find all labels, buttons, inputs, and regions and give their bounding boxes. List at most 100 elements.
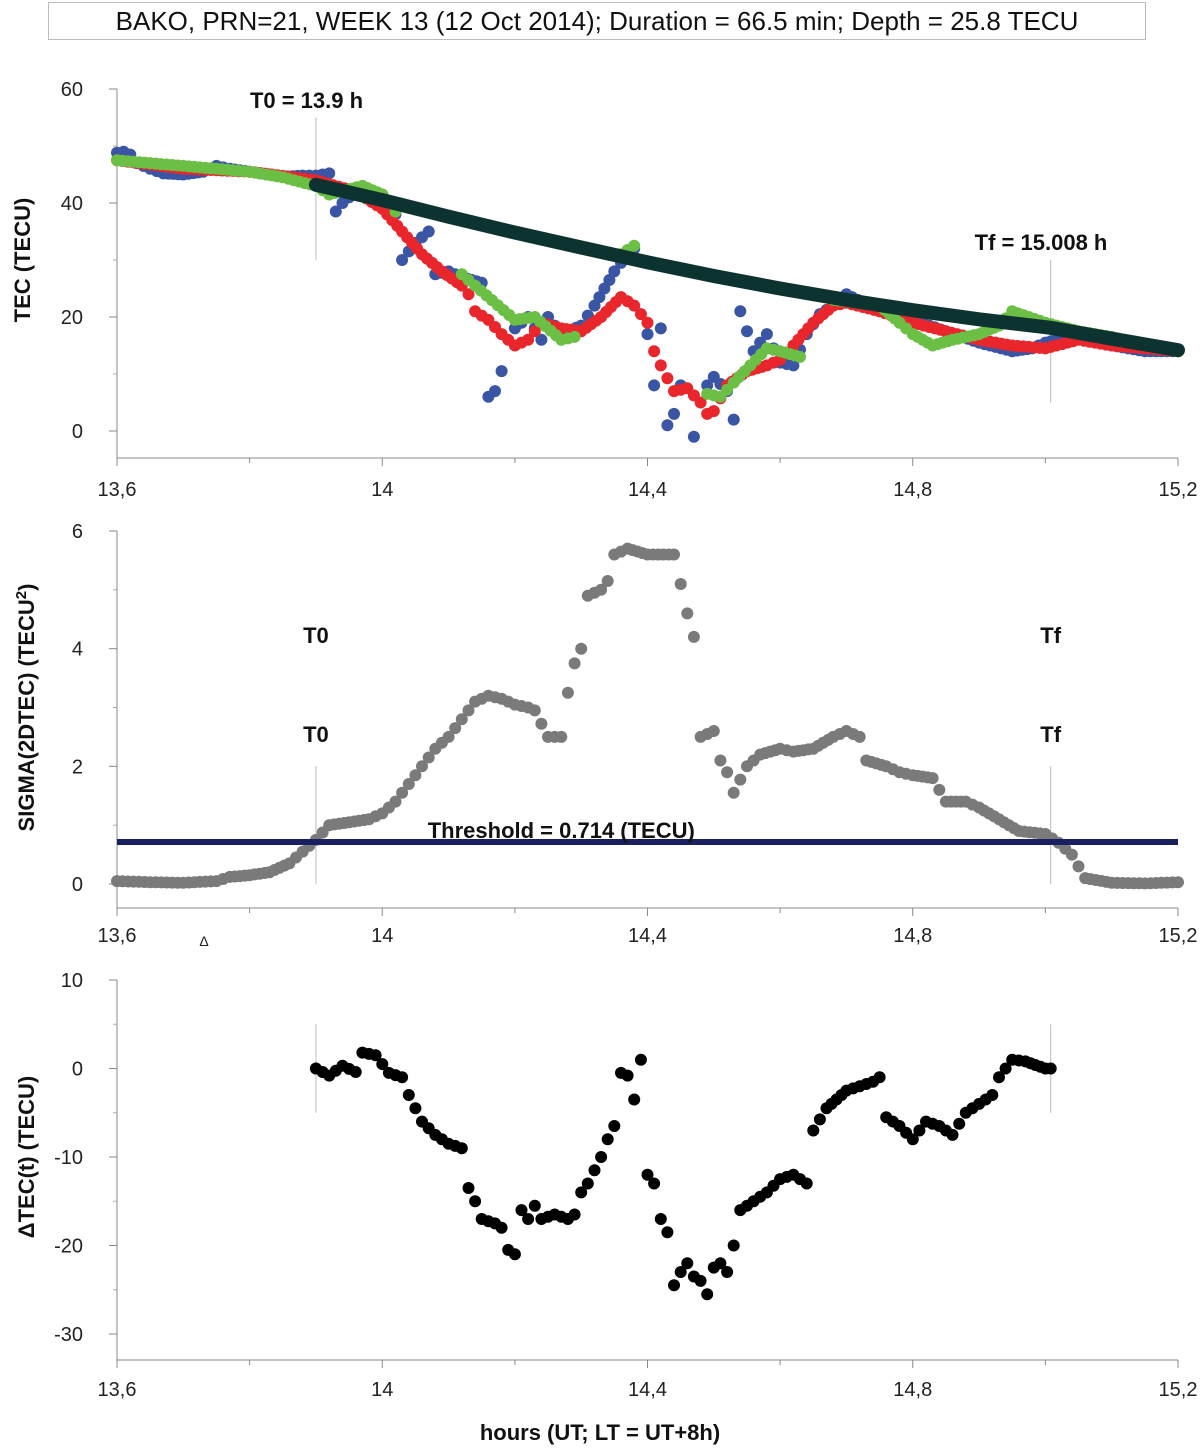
data-point-dtec bbox=[621, 1069, 634, 1082]
x-tick-label: 14,4 bbox=[628, 1379, 667, 1401]
data-point-sigma bbox=[462, 704, 475, 717]
y-tick-label: 60 bbox=[61, 79, 83, 101]
data-point-blue bbox=[668, 407, 680, 420]
data-point-sigma bbox=[853, 730, 866, 743]
data-point-blue bbox=[701, 379, 714, 392]
data-point-blue bbox=[760, 328, 773, 341]
y-tick-label: 2 bbox=[72, 756, 83, 778]
x-tick-label: 14,8 bbox=[893, 925, 932, 947]
data-point-sigma bbox=[601, 575, 614, 587]
data-point-dtec bbox=[1044, 1062, 1057, 1075]
data-point-sigma bbox=[926, 772, 939, 785]
y-tick-label: 0 bbox=[72, 1059, 83, 1081]
chart-title: BAKO, PRN=21, WEEK 13 (12 Oct 2014); Dur… bbox=[48, 2, 1146, 40]
data-point-dtec bbox=[873, 1071, 886, 1084]
y-axis-label: TEC (TECU) bbox=[10, 198, 35, 323]
data-point-dtec bbox=[906, 1133, 919, 1146]
data-point-red bbox=[707, 405, 720, 418]
data-point-red bbox=[654, 359, 667, 372]
data-point-sigma bbox=[595, 583, 608, 596]
data-point-dtec bbox=[800, 1177, 813, 1190]
x-tick-label: 14 bbox=[371, 479, 393, 501]
data-point-green bbox=[568, 330, 581, 343]
data-point-dtec bbox=[469, 1195, 482, 1208]
data-point-sigma bbox=[1065, 848, 1078, 861]
x-tick-label: 13,6 bbox=[98, 479, 137, 501]
data-point-dtec bbox=[668, 1279, 680, 1292]
panel-1: 0 20 40 60 13,6 14 14,4 14,8 15,2 TEC (TECU) T0 = … bbox=[10, 79, 1197, 501]
data-point-blue bbox=[654, 322, 667, 335]
data-point-dtec bbox=[999, 1062, 1012, 1075]
data-point-dtec bbox=[946, 1128, 959, 1141]
data-point-dtec bbox=[402, 1089, 415, 1101]
data-point-dtec bbox=[701, 1288, 714, 1301]
data-point-red bbox=[522, 333, 535, 346]
data-point-sigma bbox=[409, 769, 422, 782]
annotation-t0: T0 bbox=[303, 623, 329, 648]
data-point-dtec bbox=[376, 1058, 389, 1071]
data-point-sigma bbox=[561, 686, 574, 699]
y-tick-label: 0 bbox=[72, 421, 83, 443]
data-point-blue bbox=[727, 413, 740, 426]
panel-2: 0 2 4 6 13,6 14 14,4 14,8 15,2 SIGMA(2DTEC) (TECU… bbox=[13, 521, 1198, 949]
trend-line bbox=[308, 177, 1185, 358]
data-point-blue bbox=[741, 325, 753, 338]
data-point-red bbox=[628, 299, 641, 312]
data-point-sigma bbox=[714, 754, 727, 767]
data-point-sigma bbox=[442, 730, 455, 743]
data-point-blue bbox=[648, 379, 661, 392]
delta-mark: Δ bbox=[199, 933, 208, 949]
data-point-red bbox=[528, 325, 541, 338]
data-point-dtec bbox=[654, 1213, 667, 1225]
data-point-dtec bbox=[349, 1066, 362, 1078]
data-point-dtec bbox=[694, 1274, 707, 1287]
data-point-sigma bbox=[568, 657, 581, 670]
data-point-blue bbox=[323, 167, 336, 180]
x-tick-label: 14,4 bbox=[628, 479, 667, 501]
data-point-sigma bbox=[455, 713, 468, 726]
data-point-dtec bbox=[522, 1213, 535, 1225]
data-point-blue bbox=[608, 265, 621, 278]
data-point-dtec bbox=[641, 1168, 654, 1181]
data-point-dtec bbox=[714, 1257, 727, 1270]
data-point-dtec bbox=[588, 1164, 601, 1177]
data-point-dtec bbox=[495, 1221, 508, 1234]
y-tick-label: 40 bbox=[61, 193, 83, 215]
x-tick-label: 13,6 bbox=[98, 1379, 137, 1401]
annotation-tf: Tf = 15.008 h bbox=[975, 230, 1108, 255]
data-point-blue bbox=[535, 333, 548, 346]
data-point-blue bbox=[396, 254, 409, 266]
x-tick-label: 15,2 bbox=[1159, 1379, 1198, 1401]
data-point-dtec bbox=[369, 1049, 382, 1062]
data-point-dtec bbox=[913, 1124, 926, 1137]
y-tick-label: 4 bbox=[72, 639, 83, 661]
data-point-sigma bbox=[681, 607, 694, 620]
data-point-red bbox=[641, 316, 654, 329]
data-point-dtec bbox=[628, 1093, 641, 1106]
data-point-dtec bbox=[515, 1204, 528, 1217]
data-point-sigma bbox=[674, 578, 687, 590]
data-point-dtec bbox=[727, 1239, 740, 1252]
annotation-tf: Tf bbox=[1040, 722, 1061, 747]
x-tick-label: 15,2 bbox=[1159, 925, 1198, 947]
data-point-sigma bbox=[575, 642, 588, 655]
data-point-dtec bbox=[813, 1113, 826, 1126]
data-point-dtec bbox=[634, 1053, 647, 1066]
data-point-blue bbox=[422, 225, 435, 238]
x-tick-label: 15,2 bbox=[1159, 479, 1198, 501]
data-point-sigma bbox=[449, 722, 462, 735]
data-point-dtec bbox=[681, 1257, 694, 1270]
data-point-blue bbox=[641, 328, 654, 341]
data-point-dtec bbox=[396, 1071, 409, 1084]
data-point-sigma bbox=[933, 783, 946, 796]
data-point-dtec bbox=[661, 1226, 674, 1239]
data-point-red bbox=[694, 396, 707, 409]
data-point-dtec bbox=[455, 1142, 468, 1155]
data-point-blue bbox=[787, 359, 800, 372]
data-point-dtec bbox=[953, 1117, 966, 1130]
panel-3: -30 -20 -10 0 10 13,6 14 14,4 14,8 15,2 ΔTEC(t) (T… bbox=[14, 623, 1197, 1401]
data-point-sigma bbox=[721, 766, 734, 779]
x-tick-label: 14 bbox=[371, 1379, 393, 1401]
x-tick-label: 14,4 bbox=[628, 925, 667, 947]
